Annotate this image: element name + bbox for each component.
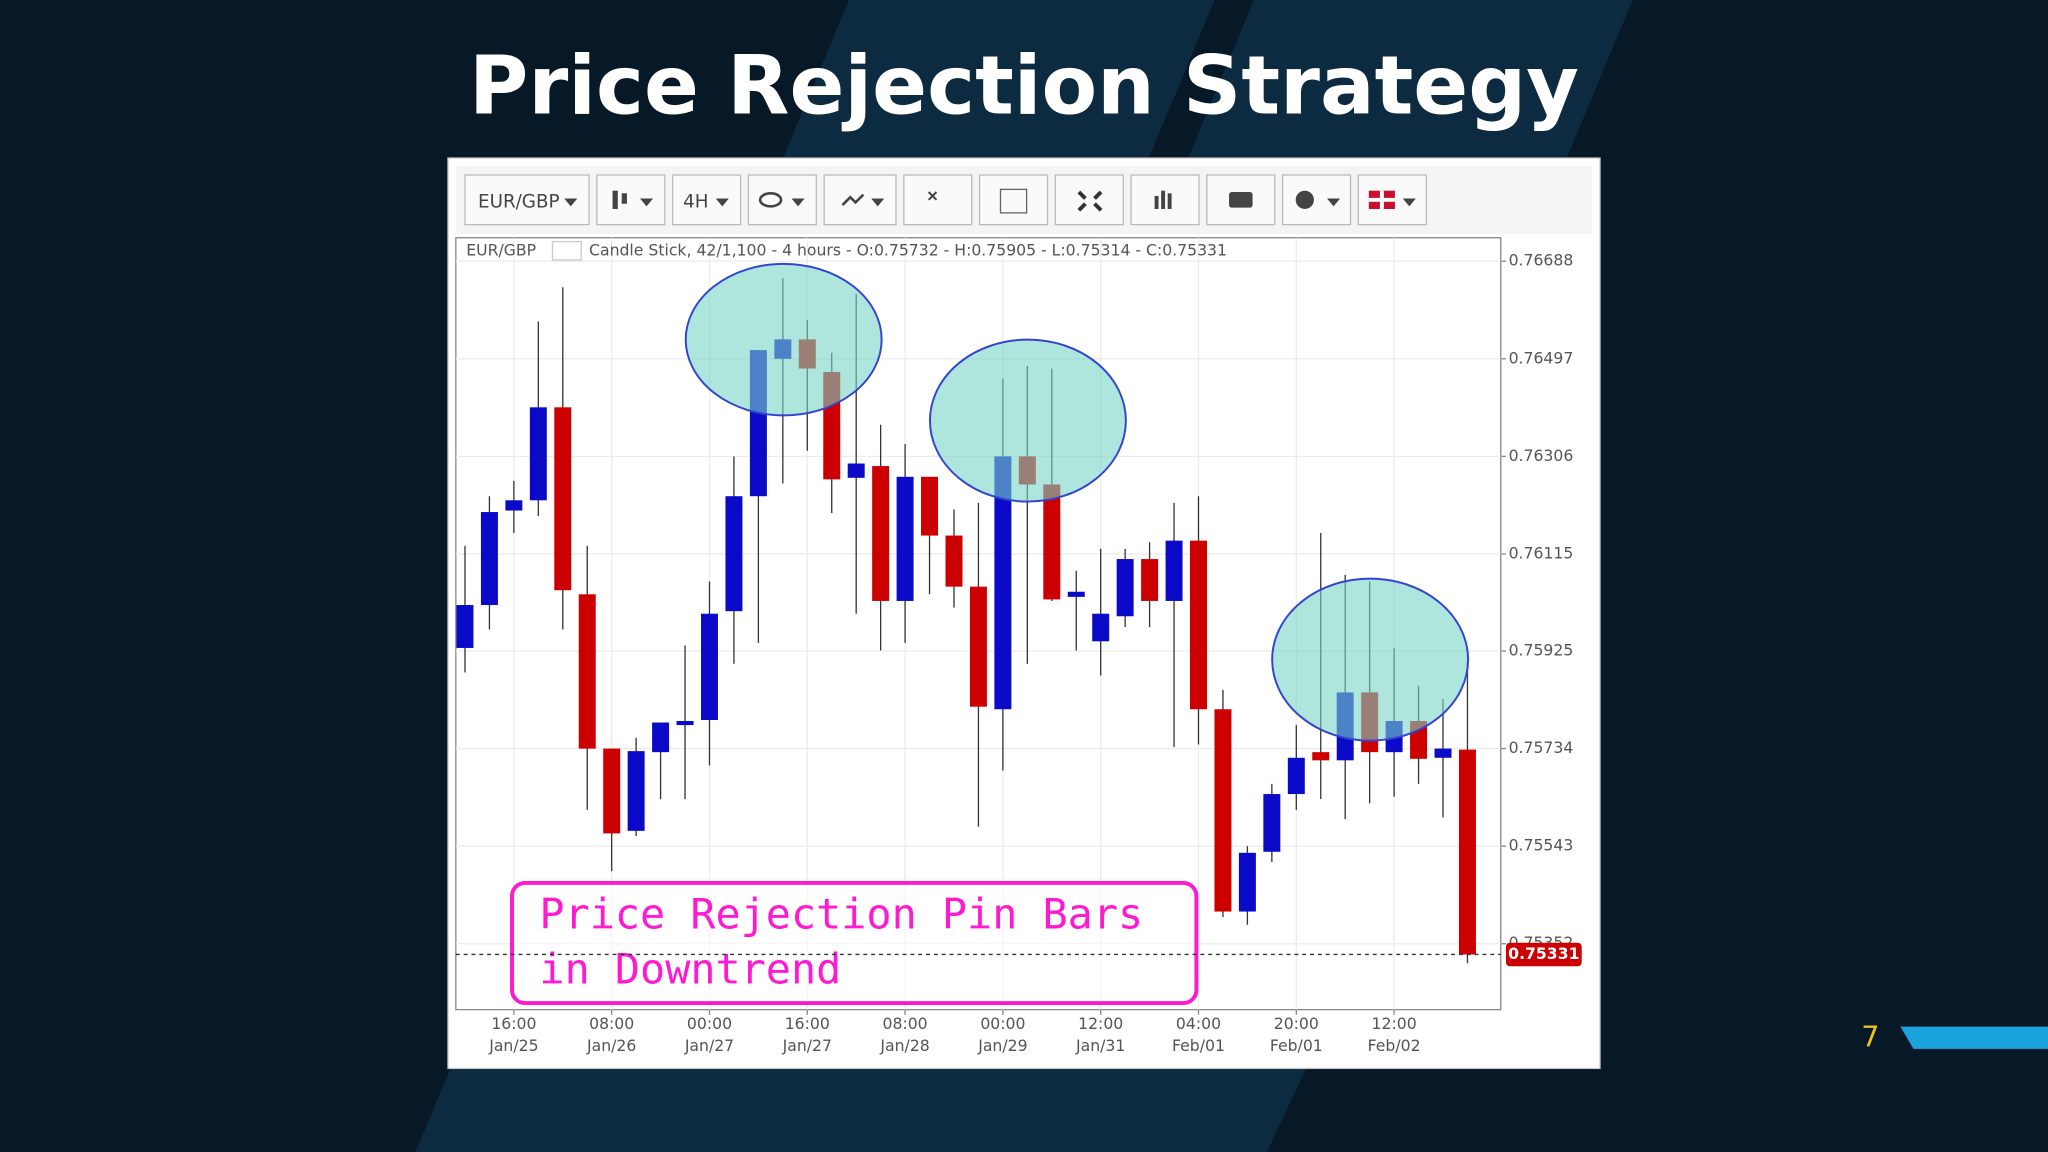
x-tick-label: 00:00 Jan/27 [684,1014,734,1055]
x-tick-label: 20:00 Feb/01 [1270,1014,1323,1055]
candle-body [1434,748,1452,758]
icon [1368,190,1395,209]
highlight-ellipse [928,338,1127,503]
candle-body [1214,709,1232,912]
candle-body [896,476,914,601]
candle-body [1263,794,1281,852]
candle-body [847,463,865,478]
candle-body [700,613,718,720]
candle-body [1287,757,1305,795]
x-tick-label: 08:00 Jan/26 [586,1014,636,1055]
volume-button[interactable] [1130,174,1200,226]
icon [758,191,783,208]
icon [612,190,618,209]
y-tick-label: 0.76115 [1509,543,1574,562]
candle-body [945,535,963,587]
y-tick-label: 0.75734 [1509,738,1574,757]
icon [999,188,1028,214]
candle-body [1067,591,1085,597]
color-swatch [551,240,582,261]
color-button[interactable] [1281,174,1352,226]
toolbar-buttons [464,174,1427,226]
last-price-label: 0.75331 [1508,944,1579,963]
y-tick-label: 0.76306 [1509,446,1574,465]
x-tick-label: 00:00 Jan/29 [977,1014,1027,1055]
clear-button[interactable] [903,174,973,226]
candle-body [578,594,596,749]
annotation-box [510,880,1199,1006]
candle-body [1092,613,1110,642]
x-tick-label: 16:00 Jan/25 [488,1014,538,1055]
dropdown-arrows [564,198,1416,207]
candle-body [480,512,498,606]
x-tick-label: 04:00 Feb/01 [1172,1014,1225,1055]
annotation: Price Rejection Pin Bars [539,889,1143,938]
candle-body [1116,559,1134,617]
candle-body [1312,752,1330,761]
candle-body [969,586,987,707]
icon [1077,190,1103,212]
icon [1154,195,1159,209]
candle-body [554,407,572,591]
icon [621,193,627,204]
stripe [783,0,1215,157]
highlight-ellipse [684,262,883,417]
candle-body [529,407,547,501]
x-tick-label: 16:00 Jan/27 [782,1014,832,1055]
candle-body [1238,852,1256,912]
candle-body [505,500,523,511]
y-tick-label: 0.76497 [1509,348,1574,367]
candle-body [994,456,1012,710]
candles [456,278,1476,964]
info-symbol: EUR/GBP [466,240,536,259]
info-line: Candle Stick, 42/1,100 - 4 hours - O:0.7… [589,240,1227,259]
icon [841,193,865,206]
candle-body [603,748,621,834]
chart-type-button[interactable] [596,174,666,226]
last-price-tag [1505,942,1582,967]
y-tick-label: 0.75543 [1509,836,1574,855]
icon [1295,190,1314,209]
highlight-ellipse [1271,577,1470,742]
candle-body [1165,540,1183,601]
candle-body [872,466,890,601]
candle-body [456,605,474,648]
icon [1229,192,1253,208]
toolbar-icons [564,188,1416,214]
candle-body [1043,484,1061,600]
icon [1161,190,1166,209]
symbol-label: EUR/GBP [478,191,559,212]
candle-body [1190,540,1207,710]
candle-body [1141,559,1159,601]
candle-body [652,722,670,753]
candle-body [725,496,743,612]
candle-body [676,720,694,726]
interval-button[interactable] [672,174,742,226]
stripe [415,1068,1307,1152]
candle-body [1458,749,1476,955]
y-tick-label: 0.76688 [1509,251,1574,270]
slide-title: Price Rejection Strategy [469,39,1579,133]
icon [1167,193,1172,209]
highlights [684,262,1470,742]
x-tick-label: 08:00 Jan/28 [879,1014,929,1055]
icon [927,191,938,201]
accent-bar [1900,1026,2048,1049]
y-tick-label: 0.75925 [1509,641,1574,660]
candle-body [627,751,645,831]
interval-label: 4H [683,191,708,212]
x-tick-label: 12:00 Jan/31 [1075,1014,1125,1055]
page-number: 7 [1861,1019,1879,1053]
x-tick-label: 12:00 Feb/02 [1368,1014,1421,1055]
stripe [1188,0,1633,157]
annotation: in Downtrend [539,944,841,993]
candle-body [921,476,939,536]
layout-button[interactable] [978,174,1049,226]
fullscreen-button[interactable] [1054,174,1124,226]
indicator-button[interactable] [823,174,897,226]
axis-overlay: 0.753520.755430.757340.759250.761150.763… [455,251,1582,1055]
